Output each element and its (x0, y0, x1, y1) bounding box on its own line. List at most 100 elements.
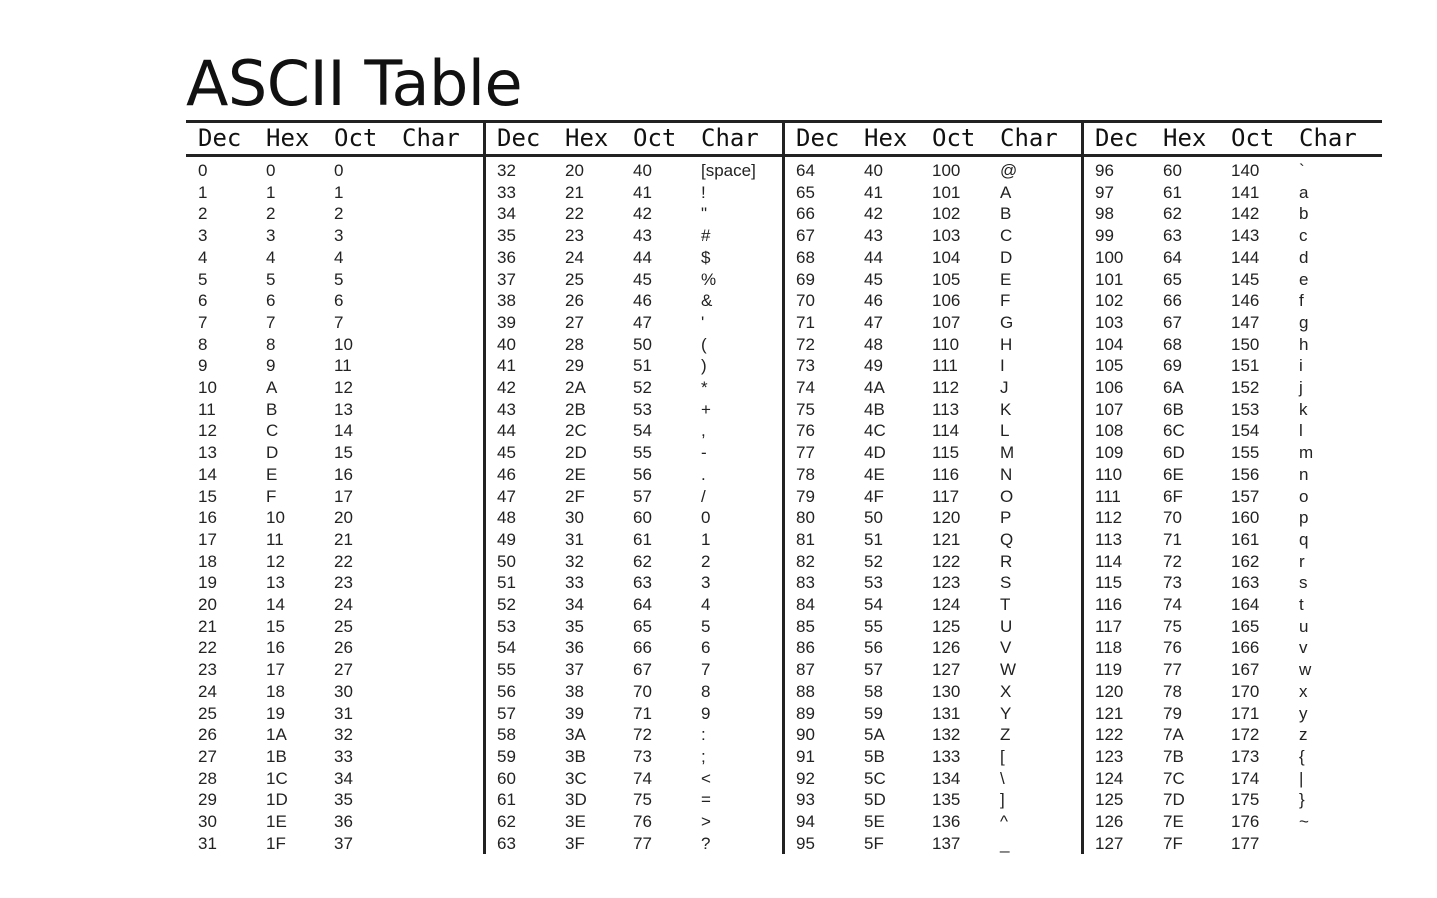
hex-cell: 47 (864, 312, 883, 332)
column-divider (1081, 120, 1084, 854)
hex-cell: 11 (266, 529, 284, 549)
oct-cell: 27 (334, 660, 353, 680)
oct-cell: 176 (1231, 812, 1260, 831)
oct-cell: 173 (1231, 746, 1260, 766)
char-cell: X (1000, 681, 1012, 701)
char-cell: , (701, 421, 706, 441)
hex-header: Hex (1163, 124, 1207, 152)
hex-cell: 79 (1163, 703, 1182, 723)
oct-cell: 155 (1231, 443, 1260, 463)
table-row: 104 68 150 h (1083, 334, 1381, 356)
dec-cell: 37 (497, 269, 516, 289)
hex-cell: 1F (266, 833, 286, 853)
oct-cell: 100 (932, 161, 961, 180)
hex-cell: 2A (565, 378, 586, 397)
dec-cell: 124 (1095, 768, 1124, 788)
dec-cell: 9 (198, 356, 208, 376)
char-cell: o (1299, 486, 1309, 506)
table-row: 93 5D 135] (784, 789, 1082, 811)
oct-cell: 75 (633, 790, 652, 810)
hex-cell: C (266, 421, 279, 441)
dec-cell: 87 (796, 660, 815, 680)
oct-cell: 110 (932, 334, 960, 354)
hex-cell: 5E (864, 812, 885, 831)
hex-cell: 3F (565, 833, 585, 853)
table-row: 32 20 40 [space] (485, 160, 783, 182)
dec-cell: 66 (796, 204, 815, 224)
dec-cell: 82 (796, 551, 815, 571)
char-cell: _ (1000, 833, 1010, 853)
char-cell: ; (701, 746, 706, 766)
oct-cell: 114 (932, 421, 960, 441)
table-row: 124 7C 174 | (1083, 768, 1381, 790)
table-row: 5 5 5 (186, 269, 484, 291)
table-row: 38 26 46 & (485, 290, 783, 312)
oct-cell: 102 (932, 204, 961, 224)
table-row: 12 C 14 (186, 420, 484, 442)
char-cell: $ (701, 247, 711, 267)
hex-cell: 1A (266, 725, 287, 745)
char-cell: S (1000, 573, 1012, 593)
oct-cell: 157 (1231, 486, 1260, 506)
oct-cell: 35 (334, 790, 353, 810)
dec-cell: 91 (796, 746, 815, 766)
oct-cell: 122 (932, 551, 961, 571)
char-cell: t (1299, 595, 1304, 614)
hex-cell: 43 (864, 226, 883, 246)
dec-cell: 56 (497, 681, 516, 701)
char-cell: Q (1000, 529, 1014, 549)
oct-cell: 124 (932, 595, 961, 614)
dec-cell: 110 (1095, 464, 1123, 484)
char-cell: [ (1000, 746, 1005, 766)
dec-cell: 94 (796, 812, 815, 831)
oct-cell: 130 (932, 681, 961, 701)
dec-cell: 26 (198, 725, 217, 745)
char-cell: P (1000, 508, 1012, 528)
char-cell: f (1299, 291, 1304, 311)
table-row: 42 2A 52 * (485, 377, 783, 399)
hex-cell: A (266, 378, 278, 397)
table-row: 59 3B 73; (485, 746, 783, 768)
dec-cell: 3 (198, 226, 208, 246)
oct-cell: 37 (334, 833, 353, 853)
dec-cell: 36 (497, 247, 516, 267)
dec-cell: 64 (796, 161, 815, 180)
oct-cell: 101 (932, 182, 961, 202)
oct-cell: 72 (633, 725, 652, 745)
char-cell: 4 (701, 595, 711, 614)
oct-cell: 44 (633, 247, 652, 267)
hex-cell: 1 (266, 182, 276, 202)
hex-cell: 7 (266, 312, 276, 332)
hex-cell: 53 (864, 573, 883, 593)
table-row: 95 5F 137 _ (784, 833, 1082, 855)
table-row: 56 38 70 8 (485, 681, 783, 703)
hex-cell: 55 (864, 616, 883, 636)
oct-cell: 63 (633, 573, 652, 593)
oct-cell: 62 (633, 551, 652, 571)
hex-cell: 3E (565, 812, 586, 831)
dec-cell: 109 (1095, 443, 1124, 463)
char-cell: ` (1299, 161, 1305, 180)
hex-cell: 1D (266, 790, 288, 810)
oct-cell: 65 (633, 616, 652, 636)
dec-cell: 108 (1095, 421, 1124, 441)
dec-cell: 74 (796, 378, 815, 397)
hex-cell: 2B (565, 399, 586, 419)
char-cell: H (1000, 334, 1013, 354)
hex-cell: 36 (565, 638, 584, 658)
oct-cell: 141 (1231, 182, 1260, 202)
hex-cell: 28 (565, 334, 584, 354)
dec-cell: 20 (198, 595, 217, 614)
table-row: 33 21 41! (485, 182, 783, 204)
table-row: 9 9 11 (186, 355, 484, 377)
oct-cell: 14 (334, 421, 353, 441)
oct-cell: 177 (1231, 833, 1260, 853)
oct-cell: 16 (334, 464, 353, 484)
oct-cell: 144 (1231, 247, 1260, 267)
oct-cell: 52 (633, 378, 652, 397)
char-cell: ] (1000, 790, 1005, 810)
ascii-table: Dec Hex Oct Char 0 0 0 1 1 1 2 2 2 3 3 3 4 4 4 5 5 5 6 6 6 7 7 7 8 8 1… (186, 120, 1382, 854)
table-row: 35 23 43 # (485, 225, 783, 247)
dec-cell: 45 (497, 443, 516, 463)
dec-cell: 22 (198, 638, 217, 658)
